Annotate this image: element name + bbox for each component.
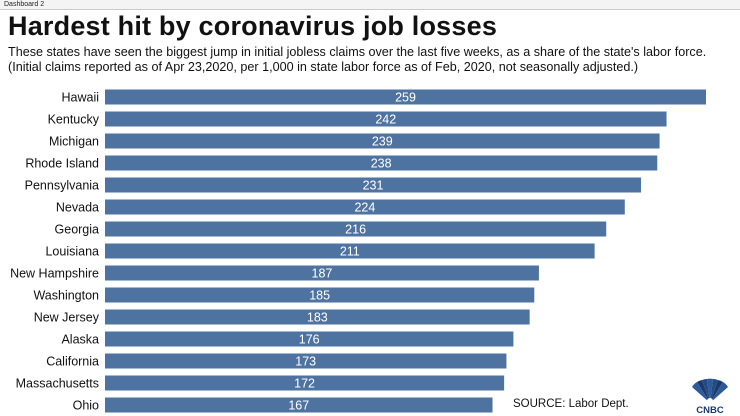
category-label: Louisiana [45, 245, 99, 259]
category-label: Hawaii [61, 91, 99, 105]
category-label: Rhode Island [25, 157, 99, 171]
bar-value-label: 238 [371, 157, 392, 171]
bar-value-label: 259 [395, 91, 416, 105]
bar[interactable] [105, 287, 535, 303]
category-label: California [46, 355, 99, 369]
bar[interactable] [105, 199, 625, 215]
category-label: Washington [33, 289, 99, 303]
category-label: Alaska [61, 333, 99, 347]
bar[interactable] [105, 309, 530, 325]
bar-value-label: 239 [372, 135, 393, 149]
subtitle-line-1: These states have seen the biggest jump … [8, 45, 707, 59]
dashboard-tab-strip: Dashboard 2 [0, 0, 740, 10]
bar[interactable] [105, 397, 493, 413]
bar-value-label: 176 [299, 333, 320, 347]
source-note: SOURCE: Labor Dept. [513, 398, 629, 410]
chart-title: Hardest hit by coronavirus job losses [8, 11, 498, 41]
bar-value-label: 216 [345, 223, 366, 237]
bar-value-label: 242 [375, 113, 396, 127]
bar[interactable] [105, 375, 505, 391]
cnbc-peacock-logo: CNBC [692, 378, 728, 414]
bar[interactable] [105, 353, 507, 369]
chart-subtitle: These states have seen the biggest jump … [8, 45, 706, 75]
bar-value-label: 187 [312, 267, 333, 281]
bar-value-label: 211 [340, 245, 360, 259]
category-label: New Hampshire [10, 267, 99, 281]
bar-value-label: 167 [288, 399, 309, 413]
category-label: Massachusetts [16, 377, 99, 391]
bar-value-label: 172 [294, 377, 315, 391]
category-label: Pennsylvania [25, 179, 99, 193]
category-label: New Jersey [34, 311, 100, 325]
bar-value-label: 185 [309, 289, 330, 303]
peacock-icon [692, 378, 728, 404]
bar-value-label: 231 [363, 179, 384, 193]
bar[interactable] [105, 111, 667, 127]
bar[interactable] [105, 177, 642, 193]
category-label: Nevada [56, 201, 99, 215]
bar[interactable] [105, 243, 595, 259]
bar[interactable] [105, 221, 607, 237]
bar[interactable] [105, 133, 660, 149]
bar[interactable] [105, 89, 706, 105]
bar-value-label: 224 [354, 201, 375, 215]
subtitle-line-2: (Initial claims reported as of Apr 23,20… [8, 60, 639, 74]
bar-value-label: 183 [307, 311, 328, 325]
category-label: Georgia [55, 223, 100, 237]
category-label: Michigan [49, 135, 99, 149]
bar-value-label: 173 [295, 355, 316, 369]
cnbc-wordmark: CNBC [696, 405, 724, 414]
bar[interactable] [105, 331, 514, 347]
tab-dashboard[interactable]: Dashboard 2 [4, 1, 45, 8]
bar[interactable] [105, 155, 658, 171]
bar[interactable] [105, 265, 539, 281]
category-label: Kentucky [48, 113, 100, 127]
category-label: Ohio [73, 399, 99, 413]
